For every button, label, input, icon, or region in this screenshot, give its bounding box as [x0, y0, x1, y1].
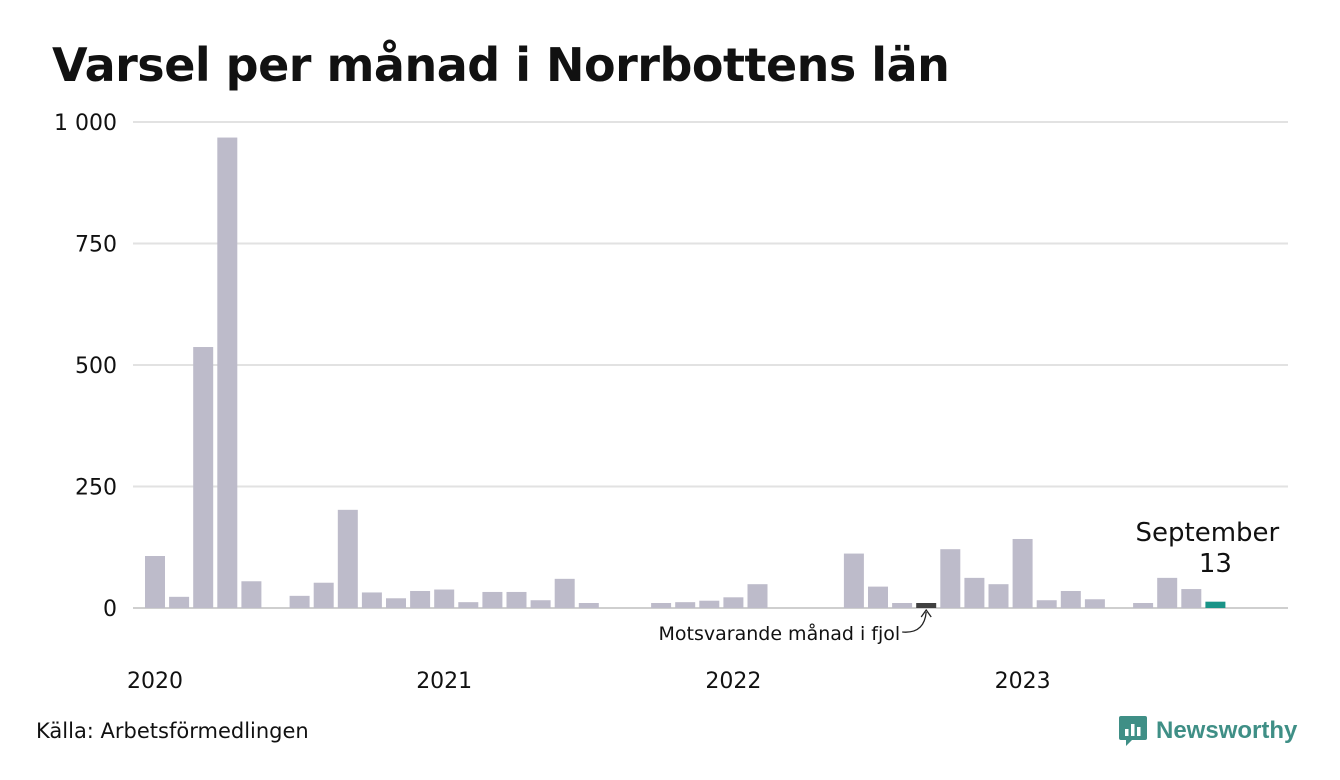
grid-lines [133, 121, 1288, 609]
y-tick-label: 250 [75, 476, 117, 501]
bar-2022-08 [892, 603, 913, 608]
bar-2022-06 [843, 553, 864, 608]
bar-2021-02 [458, 602, 479, 608]
bar-2022-09 [916, 603, 937, 608]
bars [145, 137, 1226, 608]
bar-2021-12 [699, 600, 720, 608]
bar-2020-12 [410, 590, 431, 608]
bar-2021-04 [506, 591, 527, 608]
annotation-arrowhead [920, 608, 932, 618]
bar-2021-11 [675, 602, 696, 608]
annotations: September 13 Motsvarande månad i fjol [659, 518, 1280, 645]
bar-2020-03 [193, 347, 214, 608]
annotation-arrow [902, 611, 927, 633]
bar-2023-09 [1205, 601, 1226, 608]
bar-2020-08 [313, 582, 334, 608]
bar-2023-02 [1036, 600, 1057, 608]
bar-2021-06 [554, 578, 575, 608]
x-tick-label: 2023 [995, 669, 1051, 694]
bar-2020-09 [337, 509, 358, 608]
bar-2022-07 [868, 586, 888, 608]
y-tick-label: 1 000 [54, 111, 117, 136]
y-tick-label: 500 [75, 354, 117, 379]
newsworthy-logo-icon [1119, 716, 1147, 746]
bar-2023-03 [1060, 590, 1081, 608]
y-axis-ticks: 0 250 500 750 1 000 [54, 111, 117, 622]
x-tick-label: 2022 [705, 669, 761, 694]
brand-name: Newsworthy [1156, 717, 1298, 744]
source-note: Källa: Arbetsförmedlingen [36, 719, 309, 743]
x-tick-label: 2020 [127, 669, 183, 694]
bar-2023-06 [1133, 603, 1154, 608]
brand-logo: Newsworthy [1118, 714, 1297, 748]
annotation-current-value: 13 [1199, 549, 1232, 579]
bar-2023-07 [1157, 577, 1178, 608]
bar-2021-01 [434, 589, 455, 608]
bar-2020-05 [241, 581, 262, 608]
bar-2022-12 [988, 584, 1009, 608]
bar-2020-04 [217, 137, 238, 608]
chart-title: Varsel per månad i Norrbottens län [52, 38, 950, 92]
bar-2021-10 [651, 603, 672, 608]
bar-2020-11 [386, 598, 406, 608]
annotation-current-month: September [1136, 518, 1280, 548]
bar-2022-10 [940, 549, 961, 608]
bar-2020-02 [169, 596, 190, 608]
x-axis-ticks: 2020 2021 2022 2023 [127, 669, 1051, 694]
bar-2022-01 [723, 597, 744, 608]
bar-2021-07 [578, 603, 599, 608]
bar-2021-03 [482, 591, 503, 608]
bar-2023-01 [1012, 538, 1033, 608]
bar-2023-04 [1084, 599, 1105, 608]
x-tick-label: 2021 [416, 669, 472, 694]
annotation-last-year: Motsvarande månad i fjol [659, 622, 901, 645]
bar-2021-05 [530, 600, 551, 608]
bar-2020-10 [361, 592, 382, 608]
bar-2022-11 [964, 577, 985, 608]
bar-2020-07 [289, 595, 310, 608]
y-tick-label: 0 [103, 597, 117, 622]
bar-2020-01 [145, 555, 165, 608]
bar-2023-08 [1181, 589, 1202, 608]
bar-2022-02 [747, 584, 768, 608]
y-tick-label: 750 [75, 233, 117, 258]
